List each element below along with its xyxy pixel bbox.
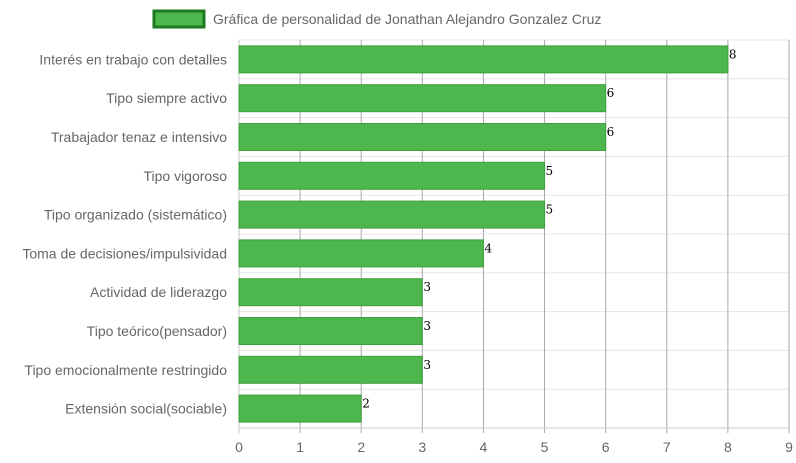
x-tick-label: 6 — [602, 439, 610, 455]
data-label: 3 — [423, 280, 431, 294]
bar[interactable] — [238, 45, 729, 74]
legend-swatch — [152, 9, 206, 29]
x-axis-tick-labels: 0 1 2 3 4 5 6 7 8 9 — [235, 439, 793, 455]
x-tick-label: 7 — [663, 439, 671, 455]
data-label: 8 — [729, 47, 737, 61]
data-label: 4 — [484, 241, 492, 255]
legend[interactable]: Gráfica de personalidad de Jonathan Alej… — [152, 9, 601, 29]
bar[interactable] — [238, 123, 607, 151]
data-label: 3 — [423, 319, 431, 333]
bar[interactable] — [238, 84, 607, 113]
x-tick-label: 9 — [785, 439, 793, 455]
x-tick-label: 2 — [357, 439, 365, 455]
category-label: Actividad de liderazgo — [90, 284, 227, 300]
x-tick-label: 3 — [418, 439, 426, 455]
category-labels: Interés en trabajo con detalles Tipo siem… — [22, 51, 227, 416]
bar[interactable] — [238, 161, 546, 190]
category-label: Interés en trabajo con detalles — [39, 51, 227, 67]
bars — [238, 45, 729, 423]
category-label: Tipo emocionalmente restringido — [24, 362, 227, 378]
data-label: 3 — [423, 358, 431, 372]
x-tick-label: 4 — [480, 439, 488, 455]
x-tick-label: 1 — [296, 439, 304, 455]
data-label: 6 — [607, 125, 615, 139]
bar[interactable] — [238, 200, 546, 229]
category-label: Extensión social(sociable) — [65, 401, 227, 417]
category-label: Tipo vigoroso — [143, 168, 227, 184]
x-tick-label: 8 — [724, 439, 732, 455]
x-tick-label: 0 — [235, 439, 243, 455]
bar[interactable] — [238, 317, 423, 345]
category-label: Tipo organizado (sistemático) — [44, 207, 227, 223]
bar[interactable] — [238, 239, 484, 268]
x-tick-label: 5 — [541, 439, 549, 455]
bar[interactable] — [238, 278, 423, 307]
data-label: 5 — [546, 164, 554, 178]
data-label: 2 — [362, 397, 370, 411]
data-label: 6 — [607, 86, 615, 100]
legend-label: Gráfica de personalidad de Jonathan Alej… — [213, 11, 601, 27]
bar[interactable] — [238, 355, 423, 384]
category-label: Trabajador tenaz e intensivo — [51, 129, 227, 145]
category-label: Tipo teórico(pensador) — [87, 323, 227, 339]
category-label: Toma de decisiones/impulsividad — [22, 245, 227, 261]
bar[interactable] — [238, 394, 362, 423]
data-labels: 8 6 6 5 5 4 3 3 3 2 — [362, 47, 736, 410]
data-label: 5 — [546, 203, 554, 217]
category-label: Tipo siempre activo — [106, 90, 227, 106]
